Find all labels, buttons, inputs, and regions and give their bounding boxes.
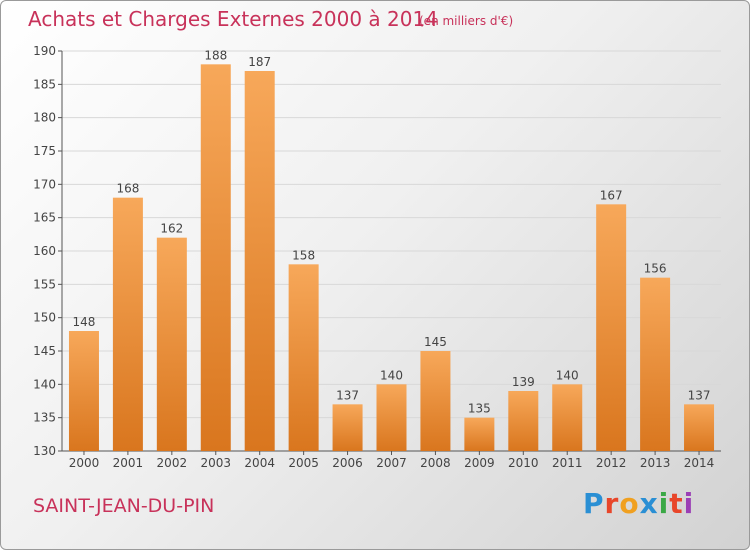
y-tick-label: 160 [33, 244, 56, 258]
x-tick-label: 2006 [332, 456, 363, 470]
y-tick-label: 165 [33, 211, 56, 225]
bar-value-label: 187 [248, 55, 271, 69]
y-tick-label: 180 [33, 111, 56, 125]
bar [244, 71, 275, 451]
logo-letter: i [658, 487, 670, 520]
bar [420, 351, 451, 451]
logo-letter: t [669, 487, 684, 520]
y-tick-label: 145 [33, 344, 56, 358]
logo-letter: o [619, 487, 640, 520]
x-tick-label: 2014 [684, 456, 715, 470]
x-tick-label: 2011 [552, 456, 583, 470]
y-tick-label: 190 [33, 44, 56, 58]
logo-letter: P [583, 487, 605, 520]
bar [68, 331, 99, 451]
bar [508, 391, 539, 451]
bar-value-label: 188 [204, 48, 227, 62]
proxiti-logo[interactable]: Proxiti [583, 487, 694, 520]
y-tick-label: 170 [33, 177, 56, 191]
y-tick-label: 175 [33, 144, 56, 158]
x-tick-label: 2001 [113, 456, 144, 470]
x-tick-label: 2000 [69, 456, 100, 470]
x-tick-label: 2005 [288, 456, 319, 470]
bar-value-label: 135 [468, 402, 491, 416]
bar [464, 417, 495, 451]
bar [640, 277, 671, 451]
bar [112, 197, 143, 451]
x-tick-label: 2008 [420, 456, 451, 470]
bar-value-label: 156 [644, 262, 667, 276]
bar-value-label: 140 [380, 368, 403, 382]
x-tick-label: 2009 [464, 456, 495, 470]
bar-value-label: 148 [73, 315, 96, 329]
logo-letter: x [639, 487, 659, 520]
x-tick-label: 2010 [508, 456, 539, 470]
bar-value-label: 137 [336, 388, 359, 402]
bar [596, 204, 627, 451]
chart-unit: (en milliers d'€) [419, 14, 514, 28]
bar-value-label: 139 [512, 375, 535, 389]
bar [288, 264, 319, 451]
y-tick-label: 155 [33, 277, 56, 291]
bar [376, 384, 407, 451]
y-tick-label: 130 [33, 444, 56, 458]
x-tick-label: 2012 [596, 456, 627, 470]
bar-value-label: 162 [160, 222, 183, 236]
bar-value-label: 158 [292, 248, 315, 262]
bar-value-label: 140 [556, 368, 579, 382]
bar [552, 384, 583, 451]
place-name: SAINT-JEAN-DU-PIN [33, 495, 215, 517]
bar-value-label: 137 [688, 388, 711, 402]
labels: 130 135 140 145 150 155 160 165 170 175 180 185 190 1… [33, 44, 714, 470]
bar [684, 404, 715, 451]
y-tick-label: 150 [33, 311, 56, 325]
y-tick-label: 135 [33, 411, 56, 425]
bar [156, 237, 187, 451]
bars [68, 64, 715, 452]
bar-value-label: 145 [424, 335, 447, 349]
x-tick-label: 2003 [200, 456, 231, 470]
x-tick-label: 2007 [376, 456, 407, 470]
bar-value-label: 168 [116, 182, 139, 196]
x-tick-label: 2002 [157, 456, 188, 470]
logo-letter: r [604, 487, 620, 520]
bar [200, 64, 231, 452]
chart-title: Achats et Charges Externes 2000 à 2014 [28, 7, 438, 31]
x-tick-label: 2004 [244, 456, 275, 470]
bar [332, 404, 363, 451]
x-tick-label: 2013 [640, 456, 671, 470]
bar-value-label: 167 [600, 188, 623, 202]
logo-letter: i [683, 487, 695, 520]
y-tick-label: 140 [33, 377, 56, 391]
y-tick-label: 185 [33, 77, 56, 91]
